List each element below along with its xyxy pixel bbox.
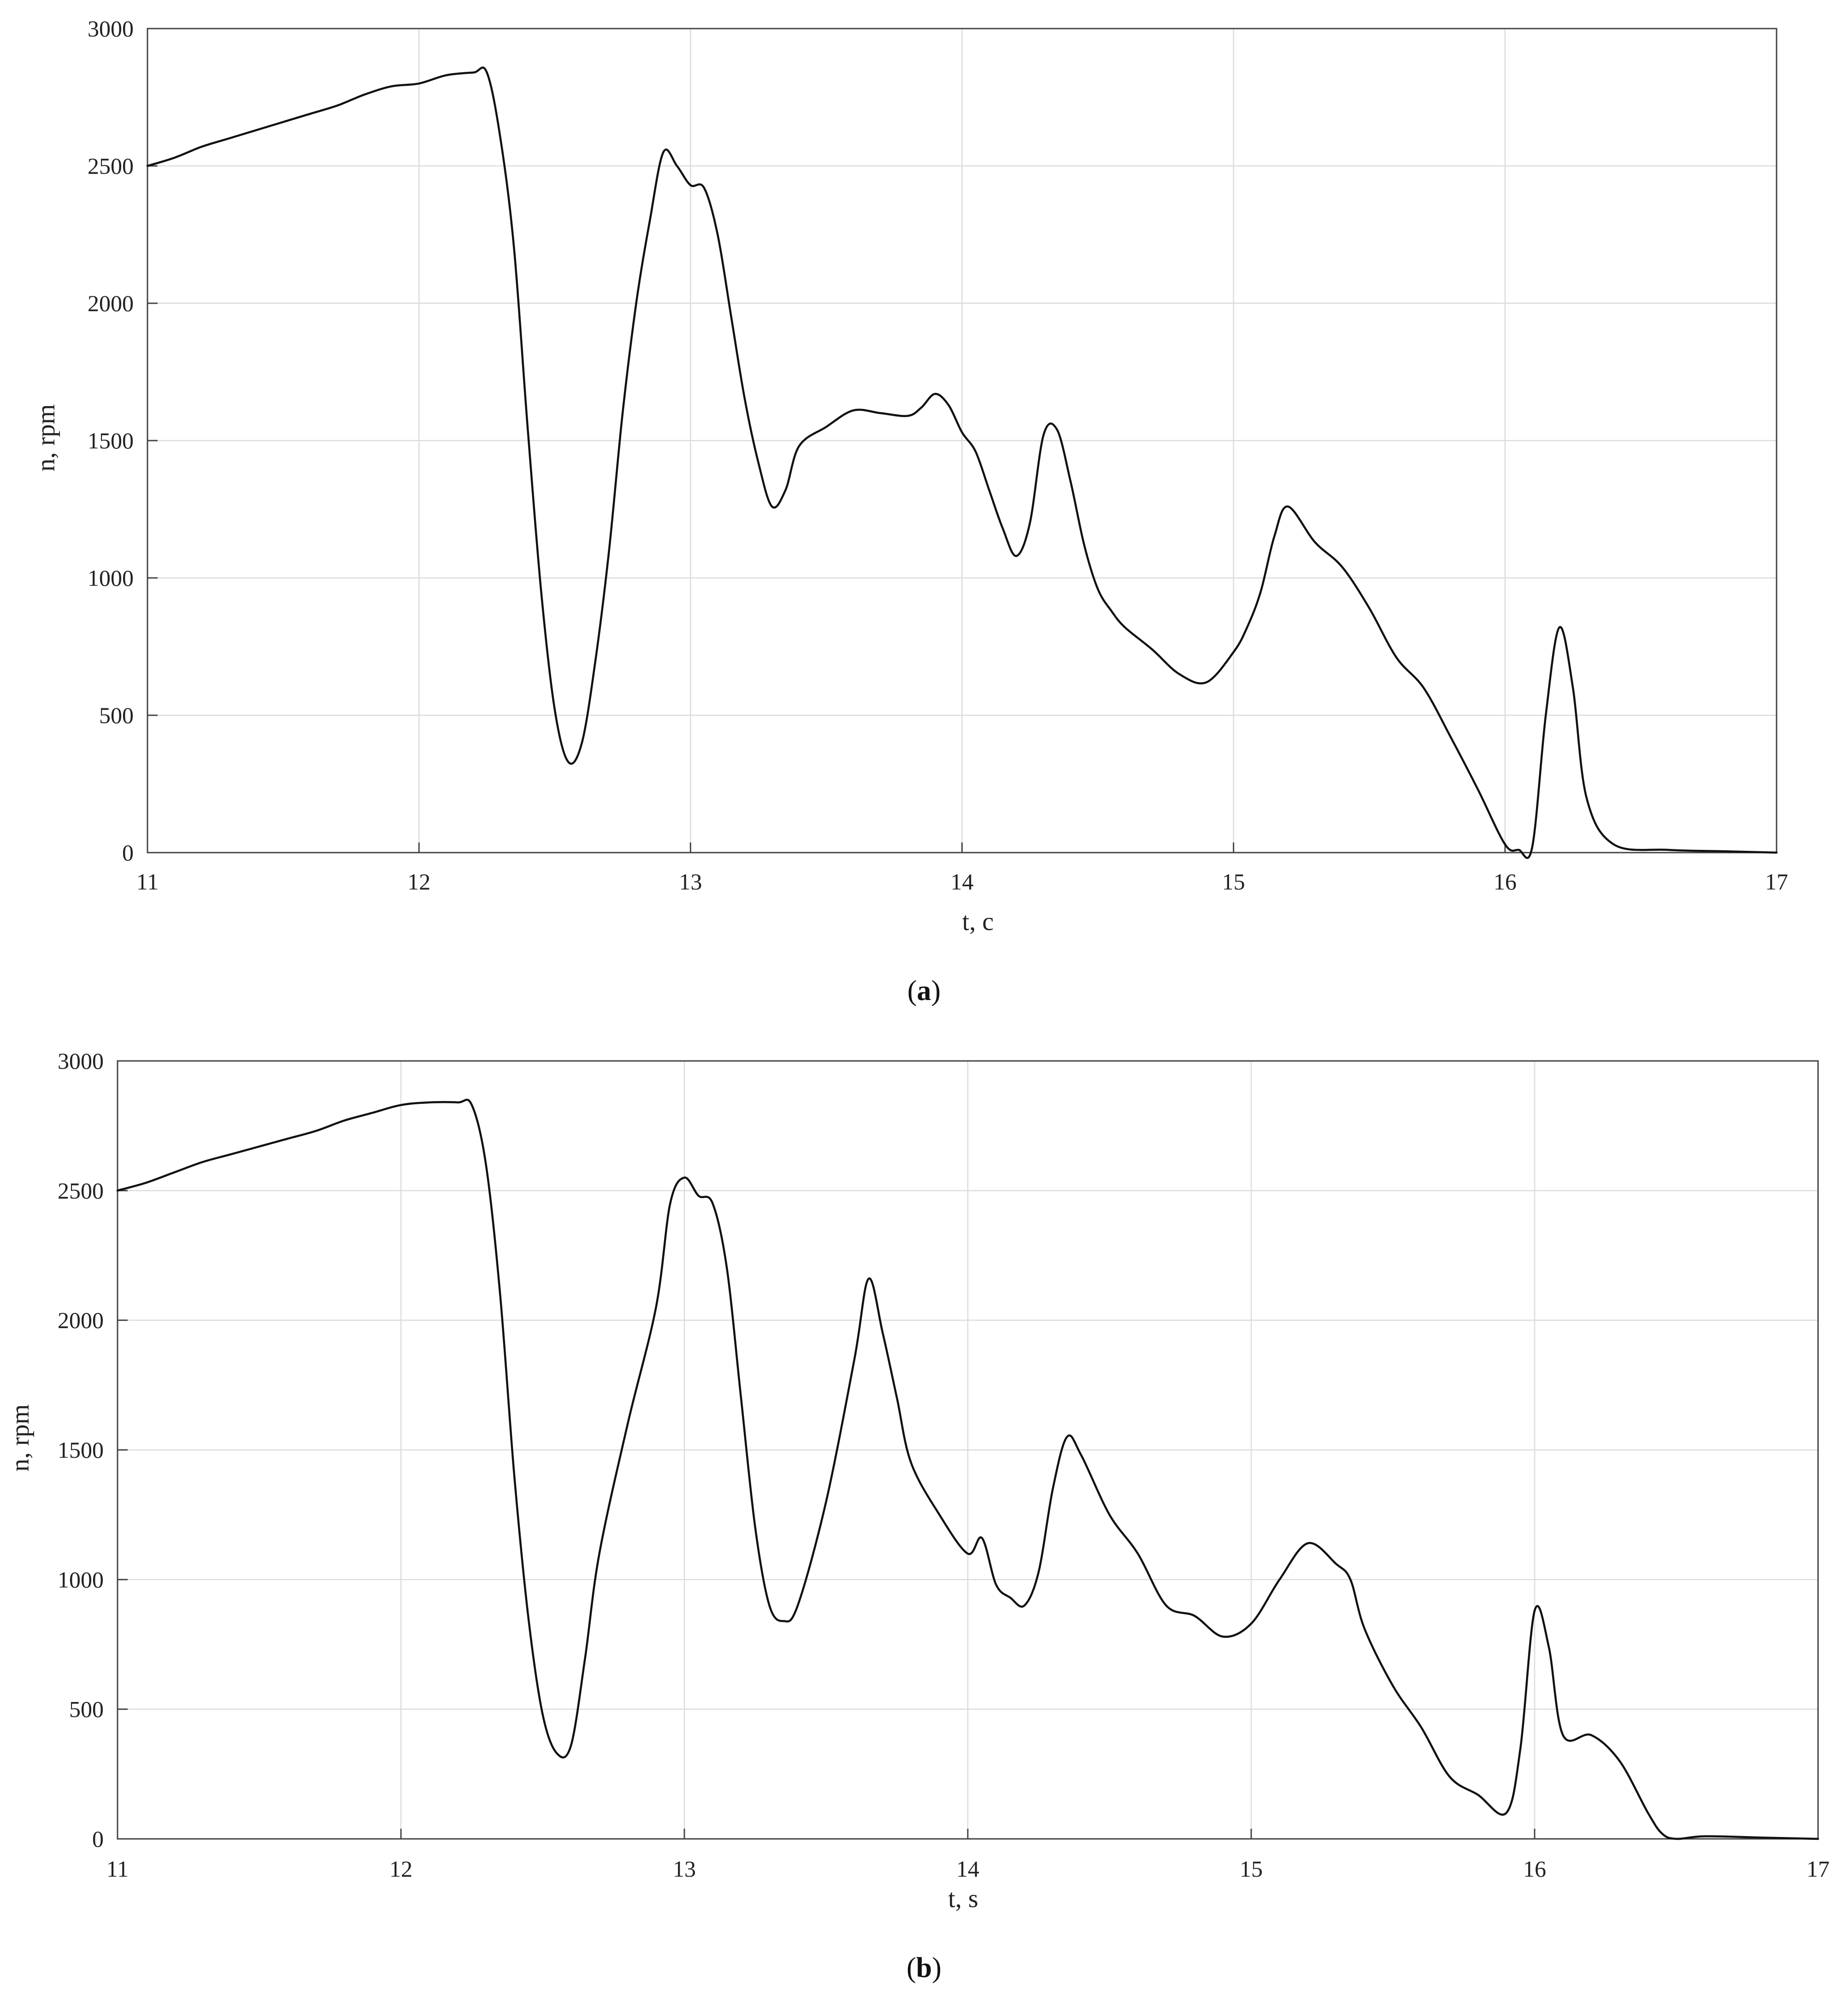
chart-a-xtick-label: 12 — [407, 869, 430, 895]
chart-a-ytick-label: 1500 — [88, 428, 134, 453]
chart-a-xtick-label: 14 — [951, 869, 974, 895]
chart-a-series-line — [146, 66, 1778, 859]
chart-a-grid — [147, 29, 1777, 853]
chart-a-ytick-labels: 0 500 1000 1500 2000 2500 3000 — [88, 16, 158, 866]
panel-label-a-letter: a — [917, 975, 931, 1007]
chart-b-ytick-label: 1500 — [58, 1437, 104, 1463]
chart-a-xtick-label: 15 — [1222, 869, 1245, 895]
chart-b-xlabel: t, s — [948, 1884, 978, 1913]
chart-b-ytick-label: 2500 — [58, 1178, 104, 1203]
chart-b-xtick-label: 11 — [106, 1856, 129, 1882]
panel-label-a-close: ) — [931, 975, 941, 1007]
chart-b-ytick-labels: 0 500 1000 1500 2000 2500 3000 — [58, 1048, 128, 1852]
chart-b-ylabel: n, rpm — [6, 1404, 35, 1472]
chart-a-xtick-label: 16 — [1494, 869, 1517, 895]
chart-a-ytick-label: 2000 — [88, 290, 134, 316]
chart-b-series-line — [116, 1099, 1819, 1840]
chart-b-ytick-label: 2000 — [58, 1307, 104, 1333]
chart-a-xtick-labels: 11 12 13 14 15 16 17 — [136, 842, 1788, 895]
panel-label-a-open: ( — [907, 975, 917, 1007]
chart-a-ytick-label: 500 — [99, 702, 134, 728]
chart-b-xtick-label: 17 — [1807, 1856, 1830, 1882]
chart-b-xtick-label: 15 — [1240, 1856, 1263, 1882]
chart-b-xtick-label: 12 — [389, 1856, 412, 1882]
chart-a-ytick-label: 3000 — [88, 16, 134, 41]
chart-b-ytick-label: 0 — [92, 1826, 104, 1852]
chart-b-xtick-label: 14 — [956, 1856, 979, 1882]
chart-a-ytick-label: 2500 — [88, 153, 134, 179]
chart-a-xlabel: t, c — [962, 907, 994, 936]
chart-b-grid — [118, 1061, 1818, 1839]
chart-a-xtick-label: 11 — [136, 869, 159, 895]
panel-label-b: (b) — [906, 1952, 942, 1984]
chart-a-ytick-label: 1000 — [88, 565, 134, 591]
chart-b-ytick-label: 3000 — [58, 1048, 104, 1074]
panel-label-b-open: ( — [906, 1952, 916, 1984]
chart-b-xtick-label: 16 — [1523, 1856, 1546, 1882]
chart-b-xtick-labels: 11 12 13 14 15 16 17 — [106, 1829, 1830, 1882]
chart-a-xtick-label: 13 — [679, 869, 702, 895]
chart-a-ytick-label: 0 — [122, 840, 134, 866]
panel-label-b-letter: b — [916, 1952, 932, 1984]
panel-label-b-close: ) — [932, 1952, 942, 1984]
chart-b-ytick-label: 1000 — [58, 1566, 104, 1592]
chart-a-xtick-label: 17 — [1765, 869, 1788, 895]
chart-a-ylabel: n, rpm — [32, 404, 60, 471]
chart-b-xtick-label: 13 — [673, 1856, 696, 1882]
chart-b-ytick-label: 500 — [69, 1696, 104, 1722]
panel-label-a: (a) — [907, 975, 941, 1007]
